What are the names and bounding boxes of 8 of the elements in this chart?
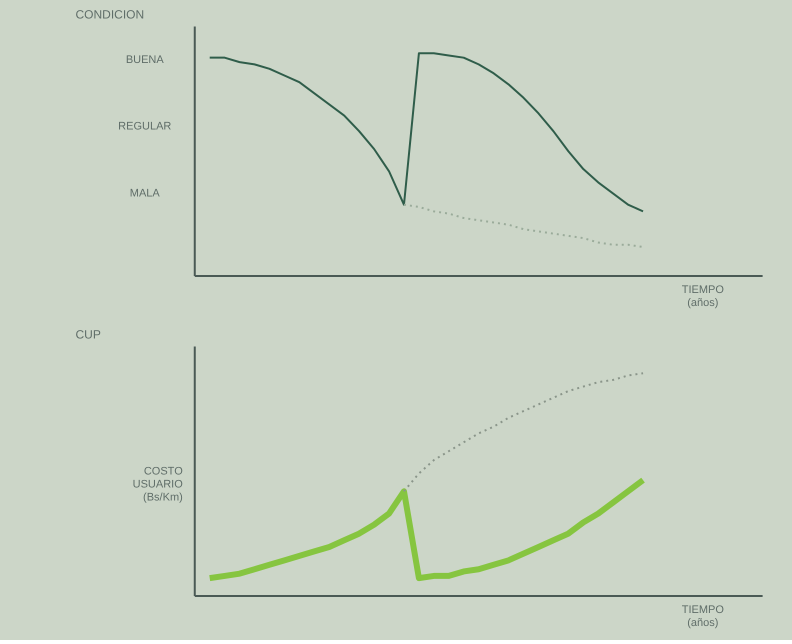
text: COSTO USUARIO (Bs/Km) [132,466,184,504]
x-axis-title: TIEMPO (años) [682,604,724,629]
y-axis-title: CUP [76,328,101,342]
text: MALA [130,188,160,200]
text: REGULAR [118,120,172,133]
x-axis-title: TIEMPO (años) [682,284,724,309]
text: BUENA [126,54,164,66]
y-axis-title: CONDICION [76,8,144,22]
